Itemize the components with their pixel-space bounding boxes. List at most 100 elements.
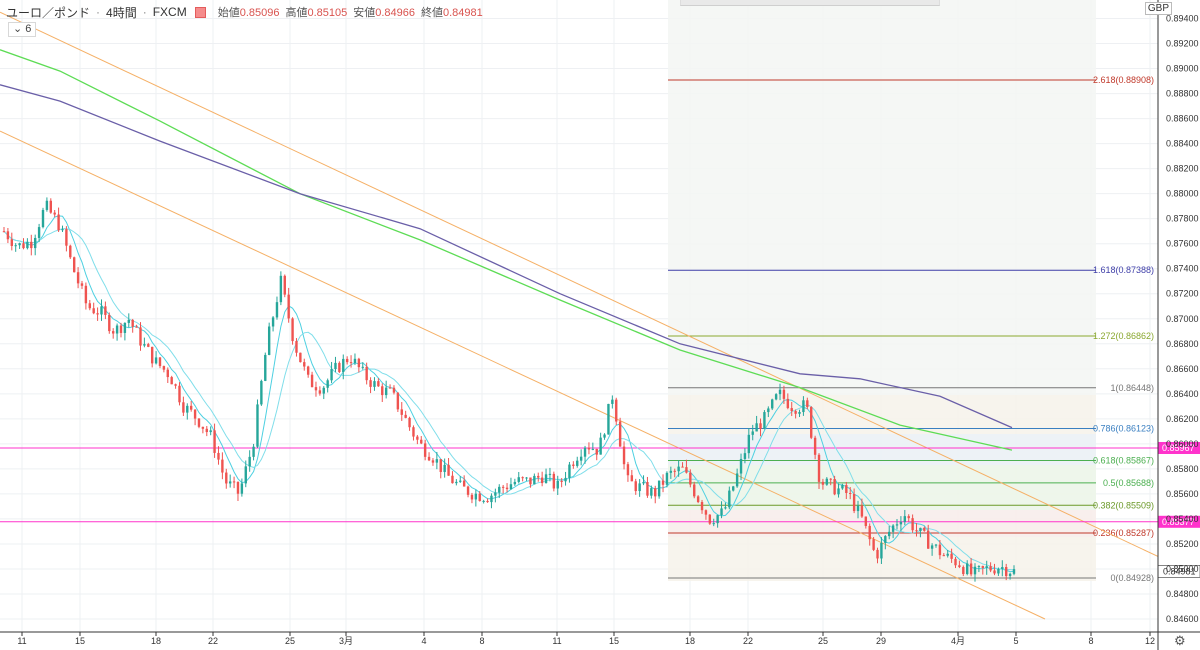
- candle-body: [357, 358, 361, 368]
- candle-body: [80, 283, 84, 286]
- candle-body: [369, 380, 372, 387]
- candle-body: [607, 403, 610, 435]
- candle-body: [6, 231, 10, 240]
- time-tick-label: 15: [609, 636, 619, 646]
- candle-body: [478, 493, 481, 502]
- candle-body: [657, 480, 661, 497]
- candle-body: [420, 439, 423, 444]
- candle-body: [373, 381, 376, 387]
- candle-body: [104, 306, 107, 315]
- candle-body: [521, 477, 524, 479]
- fibonacci-levels: 2.618(0.88908) 1.618(0.87388) 1.272(0.8686…: [668, 75, 1154, 583]
- candle-body: [969, 563, 973, 575]
- candle-body: [92, 308, 95, 314]
- candle-body: [264, 354, 267, 381]
- candle-body: [232, 481, 236, 483]
- candle-body: [182, 402, 185, 413]
- candle-body: [786, 398, 790, 409]
- indicator-toggle-button[interactable]: ⌄ 6: [8, 22, 37, 37]
- candle-body: [150, 346, 154, 364]
- candle-body: [810, 407, 813, 438]
- price-tick-label: 0.88000: [1166, 189, 1199, 199]
- moving-average-purple-line: [0, 84, 1013, 429]
- candle-body: [14, 245, 17, 247]
- price-tag-label: 0.85967: [1162, 443, 1195, 453]
- price-tick-label: 0.84600: [1166, 614, 1199, 624]
- candle-body: [306, 366, 310, 375]
- candle-body: [295, 341, 298, 353]
- drawing-toolbar[interactable]: [680, 0, 940, 6]
- candle-body: [868, 525, 871, 540]
- price-tick-label: 0.87200: [1166, 289, 1199, 299]
- candle-body: [712, 523, 715, 525]
- candle-body: [537, 475, 540, 478]
- candle-body: [794, 411, 797, 414]
- candle-body: [170, 377, 173, 385]
- candle-body: [57, 214, 60, 231]
- candle-body: [178, 385, 181, 403]
- channel-upper-line: [0, 11, 1159, 557]
- candle-body: [248, 456, 251, 467]
- price-tick-label: 0.89400: [1166, 14, 1199, 24]
- candle-body: [517, 477, 520, 482]
- gear-icon[interactable]: ⚙: [1174, 633, 1186, 648]
- time-tick-label: 22: [743, 636, 753, 646]
- candle-body: [455, 481, 458, 484]
- candle-body: [427, 456, 431, 461]
- candle-body: [927, 530, 930, 549]
- candle-body: [954, 558, 957, 566]
- candle-body: [946, 553, 949, 556]
- candle-body: [443, 464, 446, 473]
- candle-body: [135, 326, 138, 328]
- interval-label[interactable]: 4時間: [106, 5, 137, 20]
- candle-body: [884, 536, 887, 543]
- fibonacci-band: [668, 510, 1096, 537]
- candle-body: [989, 566, 992, 571]
- candle-body: [993, 570, 996, 574]
- candle-body: [2, 231, 6, 233]
- candle-body: [930, 545, 934, 549]
- candle-body: [482, 500, 485, 502]
- candle-body: [123, 322, 127, 333]
- candle-body: [860, 505, 864, 517]
- time-tick-label: 8: [479, 636, 484, 646]
- candle-body: [61, 229, 64, 231]
- candle-body: [1005, 567, 1008, 577]
- candle-body: [365, 366, 368, 381]
- candle-body: [30, 241, 33, 249]
- candle-body: [439, 459, 442, 473]
- candle-body: [806, 400, 809, 408]
- candle-body: [111, 331, 115, 334]
- candle-body: [950, 553, 953, 559]
- candle-body: [864, 516, 868, 526]
- candle-body: [630, 475, 634, 482]
- candle-body: [829, 478, 832, 480]
- candle-body: [790, 408, 793, 412]
- candle-body: [388, 387, 392, 389]
- candle-body: [490, 495, 493, 503]
- candle-body: [634, 481, 637, 492]
- symbol-name[interactable]: ユーロ／ポンド: [6, 5, 91, 20]
- candle-body: [751, 431, 754, 435]
- candle-body: [720, 508, 723, 516]
- candle-body: [732, 486, 735, 491]
- candle-body: [197, 418, 201, 427]
- candle-body: [622, 446, 626, 465]
- candle-body: [314, 387, 318, 391]
- candle-body: [143, 344, 146, 346]
- price-tick-label: 0.87400: [1166, 264, 1199, 274]
- candle-body: [716, 515, 719, 524]
- candle-body: [22, 243, 25, 249]
- candle-body: [377, 381, 380, 387]
- candle-body: [459, 480, 462, 482]
- candle-body: [661, 480, 665, 485]
- price-tag: [1158, 441, 1200, 454]
- candle-body: [412, 427, 415, 437]
- candle-body: [1001, 567, 1004, 570]
- candle-body: [696, 496, 700, 503]
- candle-body: [763, 412, 766, 429]
- candle-body: [18, 243, 21, 246]
- price-tick-label: 0.88600: [1166, 114, 1199, 124]
- candle-body: [888, 531, 891, 537]
